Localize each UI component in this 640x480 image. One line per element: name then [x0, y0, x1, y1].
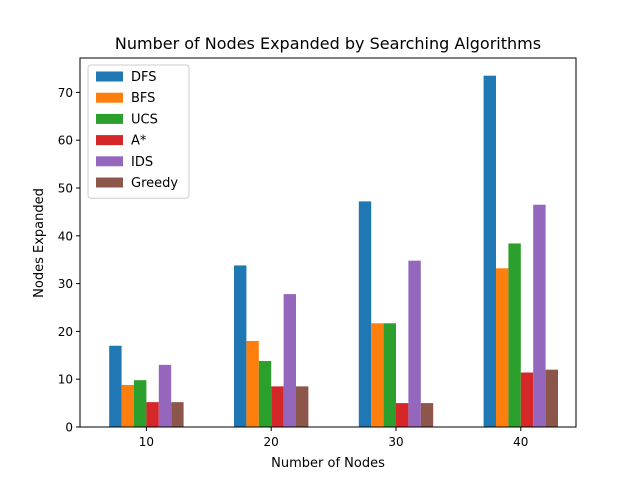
bar-ids-20	[283, 294, 296, 427]
bar-a-30	[396, 403, 409, 427]
y-tick-label: 30	[58, 277, 73, 291]
legend-label: A*	[131, 134, 147, 149]
bar-bfs-20	[246, 340, 259, 427]
bar-ucs-30	[383, 323, 396, 427]
bar-ids-40	[533, 204, 546, 427]
bar-dfs-20	[234, 265, 247, 427]
legend-swatch	[96, 156, 123, 167]
y-axis-label: Nodes Expanded	[32, 188, 47, 298]
bar-a-40	[520, 372, 534, 427]
bar-dfs-40	[483, 75, 496, 427]
y-tick-label: 40	[58, 229, 73, 243]
bar-bfs-10	[121, 384, 134, 427]
bars-group	[109, 75, 558, 427]
bar-ids-10	[158, 364, 172, 427]
x-tick-label: 40	[513, 435, 528, 449]
x-tick-label: 30	[388, 435, 403, 449]
legend: DFS BFS UCS A* IDS Greedy	[87, 64, 190, 199]
bar-bfs-40	[496, 268, 509, 427]
bar-bfs-30	[371, 323, 384, 427]
bar-a-10	[146, 402, 159, 427]
legend-swatch	[96, 177, 123, 188]
legend-label: IDS	[131, 155, 153, 170]
bar-dfs-30	[358, 201, 372, 427]
bar-ucs-40	[508, 243, 521, 427]
bar-greedy-40	[545, 369, 558, 427]
legend-label: Greedy	[131, 176, 178, 191]
bar-ucs-10	[134, 380, 147, 427]
chart-title: Number of Nodes Expanded by Searching Al…	[115, 34, 541, 53]
x-axis-label: Number of Nodes	[271, 456, 385, 471]
legend-label: BFS	[131, 91, 155, 106]
legend-swatch	[96, 92, 123, 103]
bar-ids-30	[408, 260, 421, 427]
y-tick-label: 20	[58, 325, 73, 339]
x-tick-label: 10	[139, 435, 154, 449]
y-tick-label: 70	[58, 86, 73, 100]
bar-greedy-10	[171, 402, 184, 427]
legend-label: DFS	[131, 70, 157, 85]
x-tick-label: 20	[264, 435, 279, 449]
y-tick-label: 10	[58, 373, 73, 387]
plot-frame	[79, 57, 577, 428]
y-tick-label: 60	[58, 134, 73, 148]
y-tick-label: 50	[58, 182, 73, 196]
bar-greedy-30	[420, 403, 434, 427]
y-tick-label: 0	[65, 421, 73, 435]
legend-label: UCS	[131, 112, 158, 127]
legend-swatch	[96, 113, 123, 124]
axes-group: 0 10 20 30 40 50 60 70 10 20 30 40	[58, 57, 577, 449]
bar-ucs-20	[258, 361, 272, 427]
bar-dfs-10	[109, 345, 122, 427]
bar-a-20	[271, 386, 284, 427]
legend-swatch	[96, 135, 123, 146]
bar-greedy-20	[296, 386, 309, 427]
legend-swatch	[96, 71, 123, 82]
